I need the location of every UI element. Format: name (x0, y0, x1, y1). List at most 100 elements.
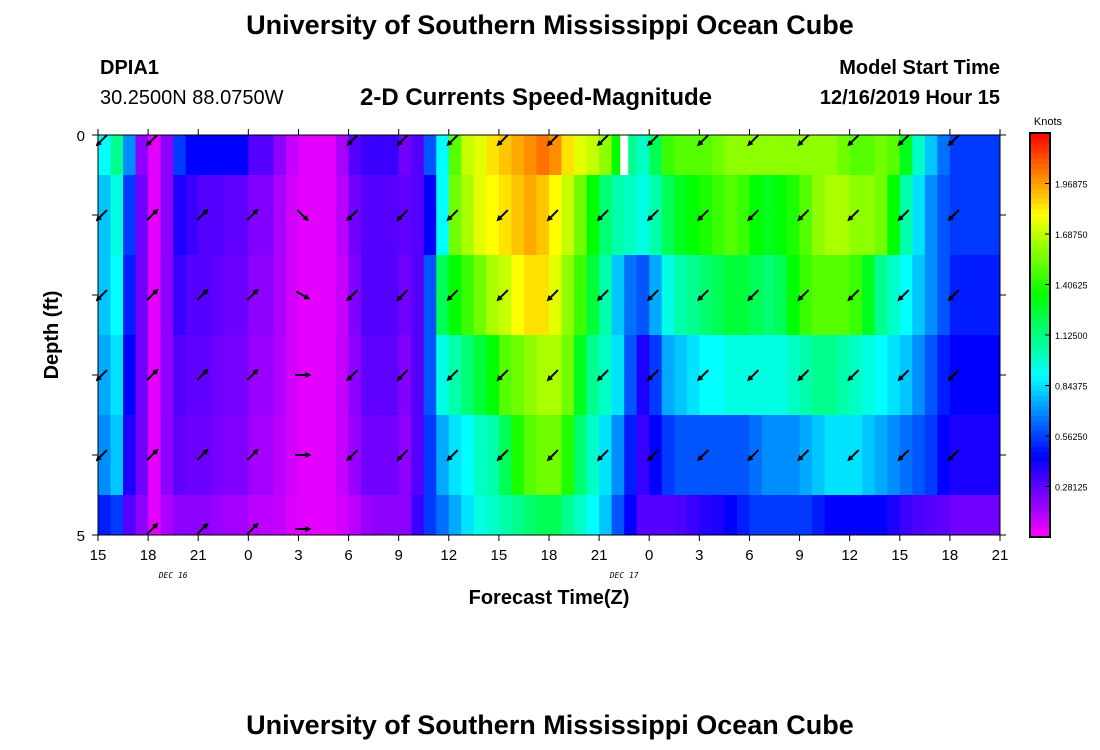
heatmap-cell (361, 175, 375, 256)
colorbar-segment (1030, 324, 1050, 331)
colorbar-segment (1030, 521, 1050, 528)
heatmap-cell (398, 175, 412, 256)
colorbar-segment (1030, 228, 1050, 235)
heatmap-cell (824, 135, 838, 176)
heatmap-cell (473, 335, 487, 416)
colorbar-segment (1030, 370, 1050, 376)
date-label: DEC 17 (609, 571, 639, 580)
heatmap-cell (887, 135, 901, 176)
heatmap-cell (123, 335, 137, 416)
colorbar-segment (1030, 360, 1050, 366)
heatmap-cell (599, 255, 613, 336)
colorbar-segment (1030, 188, 1050, 195)
heatmap-cell (285, 335, 300, 416)
heatmap-cell (123, 495, 137, 535)
heatmap-cell (837, 135, 851, 176)
heatmap-cell (924, 255, 938, 336)
heatmap-cell (812, 175, 826, 256)
heatmap-cell (962, 255, 976, 336)
heatmap-cell (235, 255, 249, 336)
heatmap-cell (649, 495, 663, 535)
colorbar-tick-label: 1.96875 (1055, 180, 1088, 190)
heatmap-cell (123, 175, 137, 256)
current-vector (496, 209, 509, 222)
current-vectors (95, 134, 960, 535)
colorbar-tick-label: 0.84375 (1055, 382, 1088, 392)
heatmap-cell (962, 135, 976, 176)
heatmap-cell (135, 495, 149, 535)
current-vector (646, 369, 659, 382)
current-vector (446, 134, 459, 147)
colorbar-segment (1030, 299, 1050, 306)
heatmap-cell (774, 135, 788, 176)
current-vector (797, 449, 810, 462)
heatmap-cell (373, 175, 387, 256)
heatmap-cell (974, 415, 989, 496)
heatmap-cell (812, 255, 826, 336)
heatmap-cell (774, 495, 788, 535)
heatmap-cell (361, 335, 375, 416)
heatmap-cell (736, 415, 751, 496)
heatmap-cell (336, 415, 350, 496)
heatmap-cell (849, 175, 863, 256)
current-vector (346, 369, 359, 382)
heatmap-cell (599, 495, 613, 535)
heatmap-cell (248, 335, 262, 416)
current-vector (847, 449, 860, 462)
colorbar: Knots 1.96875 1.68750 1.40625 1.12500 0.84375… (1029, 116, 1088, 538)
heatmap-cell (987, 255, 1000, 336)
heatmap-cell (273, 495, 287, 535)
heatmap-cell (223, 415, 237, 496)
heatmap-cell (411, 175, 425, 256)
current-vector (696, 369, 710, 382)
heatmap-cell (160, 415, 174, 496)
colorbar-segment (1030, 279, 1050, 285)
current-vector (947, 369, 960, 382)
heatmap-cell (135, 415, 149, 496)
heatmap-cell (411, 135, 425, 176)
current-vector (646, 289, 659, 302)
heatmap-cell (937, 135, 951, 176)
colorbar-tick-label: 1.12500 (1055, 331, 1088, 341)
colorbar-segment (1030, 198, 1050, 205)
heatmap-cell (386, 135, 400, 176)
heatmap-cell (536, 175, 550, 256)
colorbar-segment (1030, 506, 1050, 513)
heatmap-cell (924, 135, 938, 176)
heatmap-cell (962, 335, 976, 416)
x-tick-label: 12 (440, 547, 457, 564)
heatmap-cell (749, 335, 763, 416)
x-tick-label: 0 (244, 547, 252, 564)
colorbar-segment (1030, 173, 1050, 179)
heatmap-cell (461, 255, 475, 336)
heatmap-cell (599, 175, 613, 256)
heatmap-cell (310, 415, 325, 496)
heatmap-cell (686, 175, 700, 256)
colorbar-segment (1030, 319, 1050, 326)
heatmap-cell (837, 415, 851, 496)
heatmap-cell (461, 335, 475, 416)
heatmap-cell (849, 255, 863, 336)
heatmap-cell (862, 335, 876, 416)
current-vector (95, 289, 108, 302)
heatmap-cell (248, 255, 262, 336)
heatmap-cell (549, 175, 563, 256)
heatmap-cell (235, 415, 249, 496)
heatmap-cell (924, 175, 938, 256)
heatmap-cell (198, 495, 212, 535)
heatmap-cell (285, 135, 300, 176)
heatmap-cell (761, 135, 776, 176)
heatmap-cell (348, 335, 362, 416)
heatmap-cell (824, 255, 838, 336)
x-axis-label: Forecast Time(Z) (469, 587, 630, 609)
heatmap-cell (674, 255, 688, 336)
heatmap-cell (586, 335, 600, 416)
heatmap-cell (561, 135, 575, 176)
colorbar-segment (1030, 405, 1050, 412)
heatmap-cell (974, 135, 989, 176)
heatmap-cell (210, 255, 224, 336)
heatmap-cell (486, 335, 500, 416)
date-label: DEC 16 (158, 571, 188, 580)
heatmap-cell (711, 495, 725, 535)
heatmap-cell (411, 255, 425, 336)
